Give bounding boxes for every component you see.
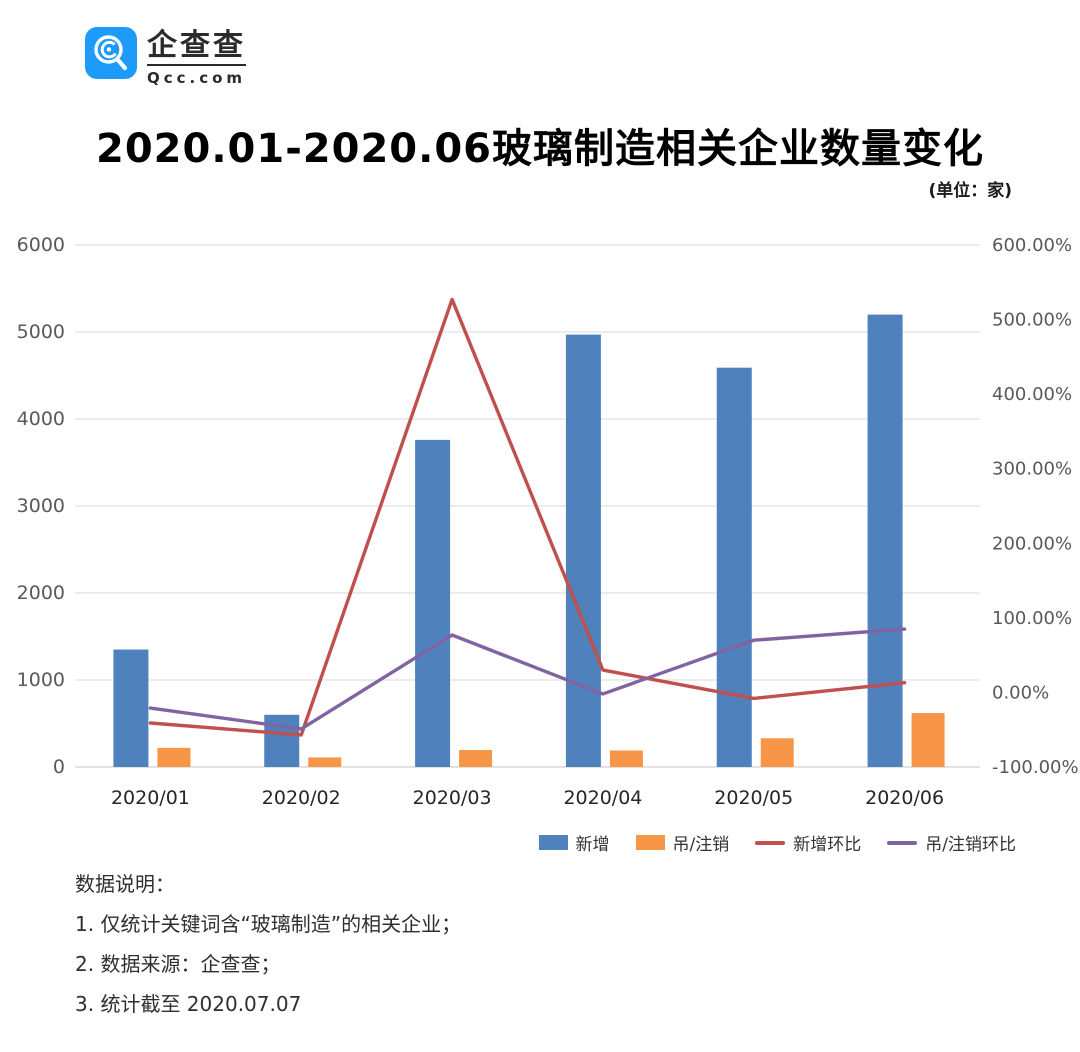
brand-text: 企查查 Qcc.com [147, 27, 247, 88]
x-axis-category-label: 2020/03 [413, 787, 492, 809]
x-axis-category-label: 2020/01 [111, 787, 190, 809]
note-item: 2. 数据来源：企查查； [75, 952, 281, 976]
right-axis-tick-label: 300.00% [992, 459, 1072, 480]
bar-吊/注销 [157, 747, 191, 767]
left-axis-tick-label: 0 [53, 756, 65, 778]
legend-label: 新增环比 [793, 835, 862, 855]
left-axis-tick-label: 2000 [17, 582, 65, 604]
legend-line-swatch [755, 840, 786, 845]
legend-bar-swatch [635, 835, 665, 850]
data-notes: 数据说明： 1. 仅统计关键词含“玻璃制造”的相关企业； 2. 数据来源：企查查… [75, 864, 461, 1024]
bar-新增 [113, 649, 149, 767]
line-吊/注销环比 [148, 627, 907, 731]
bar-吊/注销 [609, 750, 643, 767]
legend-label: 吊/注销 [672, 835, 730, 855]
right-axis-tick-label: -100.00% [992, 757, 1079, 778]
left-axis-tick-label: 1000 [17, 669, 65, 691]
bar-新增 [264, 714, 300, 767]
bar-吊/注销 [308, 757, 342, 767]
bar-吊/注销 [911, 713, 945, 767]
legend-item-新增: 新增 [538, 830, 610, 855]
legend-label: 吊/注销环比 [925, 835, 1016, 855]
right-axis-tick-label: 200.00% [992, 533, 1072, 554]
bar-新增 [867, 314, 903, 767]
bar-吊/注销 [459, 750, 493, 767]
left-axis-tick-label: 6000 [17, 234, 65, 256]
note-item: 3. 统计截至 2020.07.07 [75, 992, 302, 1016]
right-axis-tick-label: 100.00% [992, 608, 1072, 629]
left-axis-tick-label: 3000 [17, 495, 65, 517]
bar-新增 [565, 334, 601, 767]
combo-chart: 0 1000 2000 3000 4000 5000 6000 -100.00% 0.00% 10… [17, 234, 1079, 809]
legend-item-新增环比: 新增环比 [755, 830, 861, 855]
legend-line-swatch [887, 840, 918, 845]
chart-legend: 新增 吊/注销 新增环比 吊/注销环比 [538, 830, 1016, 855]
legend-bar-swatch [538, 835, 568, 850]
bar-吊/注销 [760, 738, 794, 767]
x-axis-category-label: 2020/02 [262, 787, 341, 809]
brand-logo: 企查查 Qcc.com [85, 27, 247, 88]
right-axis-tick-label: 500.00% [992, 310, 1072, 331]
qcc-magnifier-icon [85, 27, 137, 79]
x-axis-category-label: 2020/05 [714, 787, 793, 809]
brand-domain: Qcc.com [147, 69, 247, 87]
right-axis-tick-label: 400.00% [992, 384, 1072, 405]
legend-label: 新增 [575, 835, 610, 855]
notes-heading: 数据说明： [75, 872, 175, 896]
page-title: 2020.01-2020.06玻璃制造相关企业数量变化 [96, 126, 984, 172]
right-axis-tick-label: 600.00% [992, 235, 1072, 256]
bar-新增 [415, 439, 451, 767]
legend-item-吊/注销环比: 吊/注销环比 [887, 830, 1016, 855]
x-axis-category-label: 2020/06 [865, 787, 944, 809]
note-item: 1. 仅统计关键词含“玻璃制造”的相关企业； [75, 912, 462, 936]
x-axis-category-label: 2020/04 [563, 787, 642, 809]
unit-label: (单位：家) [928, 181, 1012, 201]
brand-name: 企查查 [147, 30, 247, 66]
right-axis-tick-label: 0.00% [992, 682, 1049, 703]
bar-新增 [716, 367, 752, 767]
left-axis-tick-label: 5000 [17, 321, 65, 343]
left-axis-tick-label: 4000 [17, 408, 65, 430]
line-新增环比 [148, 297, 907, 737]
legend-item-吊/注销: 吊/注销 [635, 830, 730, 855]
